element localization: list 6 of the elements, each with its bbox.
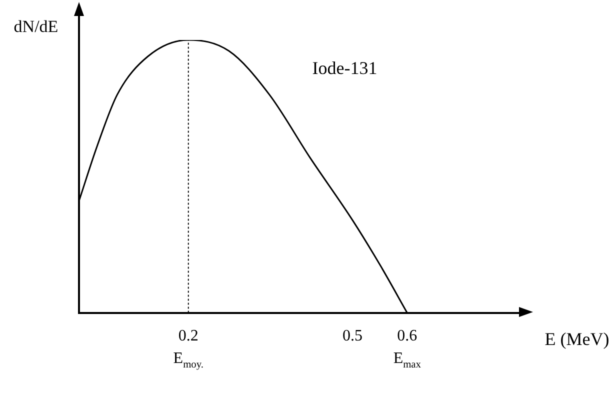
x-tick-label: 0.5 [342, 328, 362, 345]
text: Iode-131 [312, 58, 378, 78]
x-axis-title: E (MeV) [544, 328, 610, 349]
y-axis-title: dN/dE [14, 17, 58, 36]
x-tick-label: 0.6 [397, 328, 418, 345]
x-tick-label: 0.2 [178, 328, 198, 345]
